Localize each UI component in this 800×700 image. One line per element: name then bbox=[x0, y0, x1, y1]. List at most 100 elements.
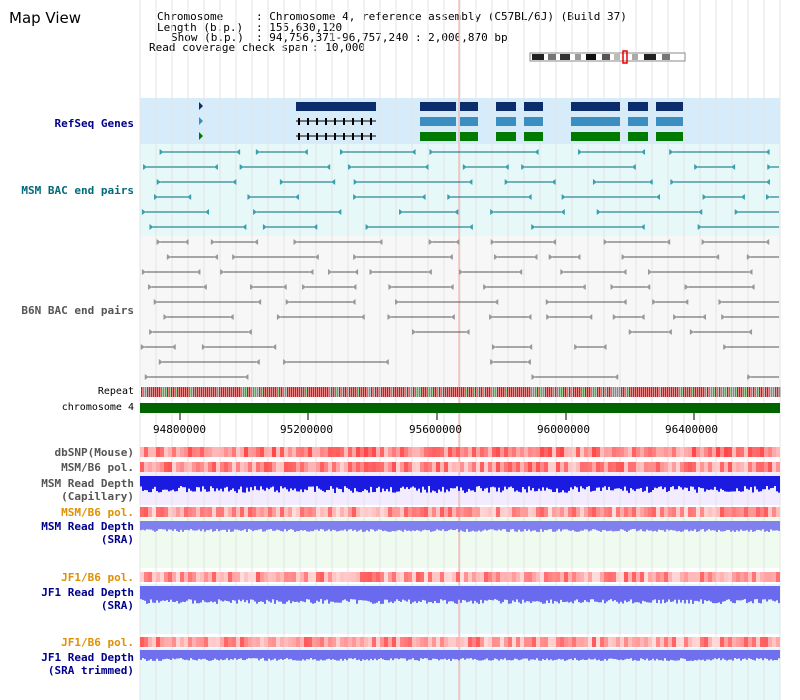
depth-bar bbox=[140, 650, 142, 660]
heat-cell bbox=[224, 507, 228, 517]
depth-bar bbox=[182, 586, 184, 602]
heat-cell bbox=[184, 507, 188, 517]
heat-cell bbox=[568, 637, 572, 647]
depth-bar bbox=[214, 650, 216, 659]
heat-cell bbox=[476, 637, 480, 647]
depth-bar bbox=[728, 476, 730, 492]
depth-bar bbox=[226, 650, 228, 659]
depth-bar bbox=[776, 650, 778, 661]
heat-cell bbox=[216, 637, 220, 647]
depth-bar bbox=[638, 650, 640, 661]
depth-bar bbox=[640, 476, 642, 488]
depth-bar bbox=[572, 650, 574, 661]
repeat-mark bbox=[617, 387, 619, 397]
depth-bar bbox=[578, 586, 580, 603]
heat-cell bbox=[616, 447, 620, 457]
heat-cell bbox=[320, 447, 324, 457]
heat-cell bbox=[396, 447, 400, 457]
depth-bar bbox=[692, 650, 694, 661]
bac-end-icon bbox=[560, 269, 565, 275]
heat-cell bbox=[276, 572, 280, 582]
heat-cell bbox=[584, 637, 588, 647]
heat-cell bbox=[736, 447, 740, 457]
depth-bar bbox=[656, 476, 658, 489]
bac-end-icon bbox=[143, 164, 148, 170]
repeat-mark bbox=[257, 387, 259, 397]
heat-cell bbox=[772, 637, 776, 647]
depth-bar bbox=[560, 586, 562, 600]
heat-cell bbox=[708, 572, 712, 582]
heat-cell bbox=[328, 507, 332, 517]
depth-bar bbox=[324, 476, 326, 493]
heat-cell bbox=[696, 572, 700, 582]
depth-bar bbox=[514, 650, 516, 659]
heat-cell bbox=[760, 572, 764, 582]
depth-bar bbox=[510, 521, 512, 530]
repeat-mark bbox=[419, 387, 421, 397]
repeat-mark bbox=[729, 387, 731, 397]
heat-cell bbox=[152, 637, 156, 647]
depth-bar bbox=[196, 476, 198, 488]
heat-cell bbox=[756, 507, 760, 517]
depth-bar bbox=[700, 586, 702, 600]
repeat-mark bbox=[519, 387, 521, 397]
heat-cell bbox=[304, 507, 308, 517]
depth-bar bbox=[538, 476, 540, 489]
depth-bar bbox=[730, 586, 732, 602]
repeat-mark bbox=[745, 387, 747, 397]
bac-end-icon bbox=[411, 149, 416, 155]
repeat-mark bbox=[545, 387, 547, 397]
depth-bar bbox=[476, 586, 478, 603]
repeat-mark bbox=[623, 387, 625, 397]
heat-cell bbox=[448, 447, 452, 457]
depth-bar bbox=[670, 521, 672, 530]
heat-cell bbox=[360, 507, 364, 517]
repeat-mark bbox=[719, 387, 721, 397]
depth-bar bbox=[550, 586, 552, 600]
depth-bar bbox=[724, 521, 726, 532]
depth-bar bbox=[342, 586, 344, 601]
heat-cell bbox=[356, 447, 360, 457]
depth-bar bbox=[380, 476, 382, 493]
heat-cell bbox=[488, 572, 492, 582]
heat-cell bbox=[560, 447, 564, 457]
bac-end-icon bbox=[455, 239, 460, 245]
heat-cell bbox=[476, 462, 480, 472]
depth-bar bbox=[486, 586, 488, 601]
repeat-mark bbox=[723, 387, 725, 397]
depth-bar bbox=[386, 521, 388, 532]
depth-bar bbox=[366, 476, 368, 491]
heat-cell bbox=[196, 572, 200, 582]
heat-cell bbox=[348, 637, 352, 647]
depth-bar bbox=[434, 650, 436, 659]
heat-cell bbox=[464, 447, 468, 457]
depth-bar bbox=[170, 521, 172, 530]
heat-cell bbox=[436, 572, 440, 582]
repeat-mark bbox=[277, 387, 279, 397]
heat-cell bbox=[352, 447, 356, 457]
depth-bar bbox=[216, 650, 218, 660]
depth-bar bbox=[398, 650, 400, 660]
heat-cell bbox=[332, 572, 336, 582]
depth-bar bbox=[436, 521, 438, 530]
heat-cell bbox=[536, 572, 540, 582]
heat-cell bbox=[552, 637, 556, 647]
bac-end-icon bbox=[247, 194, 252, 200]
depth-bar bbox=[278, 650, 280, 660]
heat-cell bbox=[424, 572, 428, 582]
heat-cell bbox=[620, 637, 624, 647]
heat-cell bbox=[356, 507, 360, 517]
heat-cell bbox=[192, 637, 196, 647]
heat-cell bbox=[612, 572, 616, 582]
heat-cell bbox=[716, 637, 720, 647]
depth-bar bbox=[592, 650, 594, 660]
heat-cell bbox=[516, 462, 520, 472]
depth-bar bbox=[506, 586, 508, 600]
heat-cell bbox=[688, 637, 692, 647]
label-msm-read-depth-cap-sub: (Capillary) bbox=[61, 490, 134, 503]
depth-bar bbox=[602, 650, 604, 661]
bac-end-icon bbox=[666, 239, 671, 245]
heat-cell bbox=[256, 637, 260, 647]
heat-cell bbox=[168, 637, 172, 647]
depth-bar bbox=[740, 521, 742, 530]
